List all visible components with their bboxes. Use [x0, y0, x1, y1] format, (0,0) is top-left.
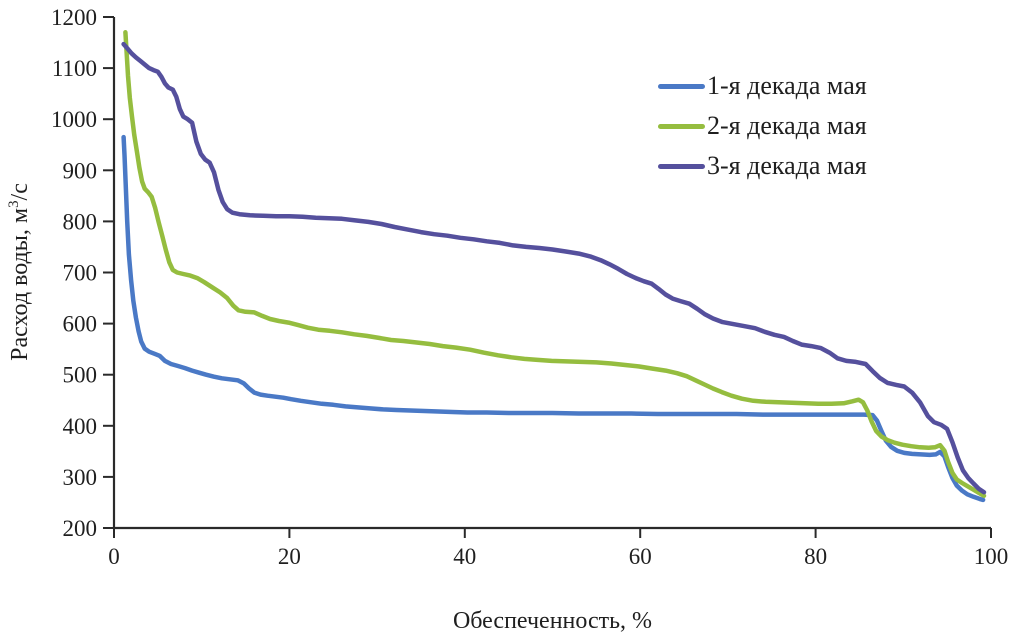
y-tick-label: 300: [63, 465, 98, 490]
legend-label: 1-я декада мая: [707, 71, 867, 100]
y-tick-label: 800: [63, 209, 98, 234]
y-tick-label: 700: [63, 261, 98, 286]
axis-ticks: 200 300 400 500 600 700 800 900 1000 1100 1200 0 20 4…: [51, 5, 1008, 569]
y-axis-title-unit: /с: [7, 183, 33, 201]
legend-item-1: 1-я декада мая: [658, 66, 867, 106]
legend-label: 3-я декада мая: [707, 151, 867, 180]
y-tick-label: 1000: [51, 107, 97, 132]
y-tick-label: 1200: [51, 5, 97, 30]
x-tick-label: 100: [974, 544, 1009, 569]
y-tick-label: 600: [63, 312, 98, 337]
x-tick-label: 60: [629, 544, 652, 569]
series-line-2: [123, 30, 987, 499]
y-axis-title-text: Расход воды, м: [7, 207, 33, 361]
legend-line-swatch: [658, 163, 705, 169]
series-line-3: [121, 41, 987, 495]
legend-item-2: 2-я декада мая: [658, 106, 867, 146]
x-tick-label: 40: [453, 544, 476, 569]
legend-item-3: 3-я декада мая: [658, 146, 867, 186]
legend-line-swatch: [658, 83, 705, 89]
y-tick-label: 500: [63, 363, 98, 388]
x-tick-label: 80: [804, 544, 827, 569]
data-series: [121, 30, 987, 503]
series-line-1: [121, 134, 986, 503]
x-tick-label: 20: [278, 544, 301, 569]
y-axis-title-superscript: 3: [6, 200, 22, 208]
legend-line-swatch: [658, 123, 705, 129]
y-tick-label: 1100: [52, 56, 97, 81]
y-tick-label: 200: [63, 516, 98, 541]
y-tick-label: 400: [63, 414, 98, 439]
legend-label: 2-я декада мая: [707, 111, 867, 140]
legend: 1-я декада мая 2-я декада мая 3-я декада м…: [658, 66, 867, 186]
x-axis-title: Обеспеченность, %: [452, 608, 653, 634]
x-tick-label: 0: [108, 544, 120, 569]
y-tick-label: 900: [63, 158, 98, 183]
